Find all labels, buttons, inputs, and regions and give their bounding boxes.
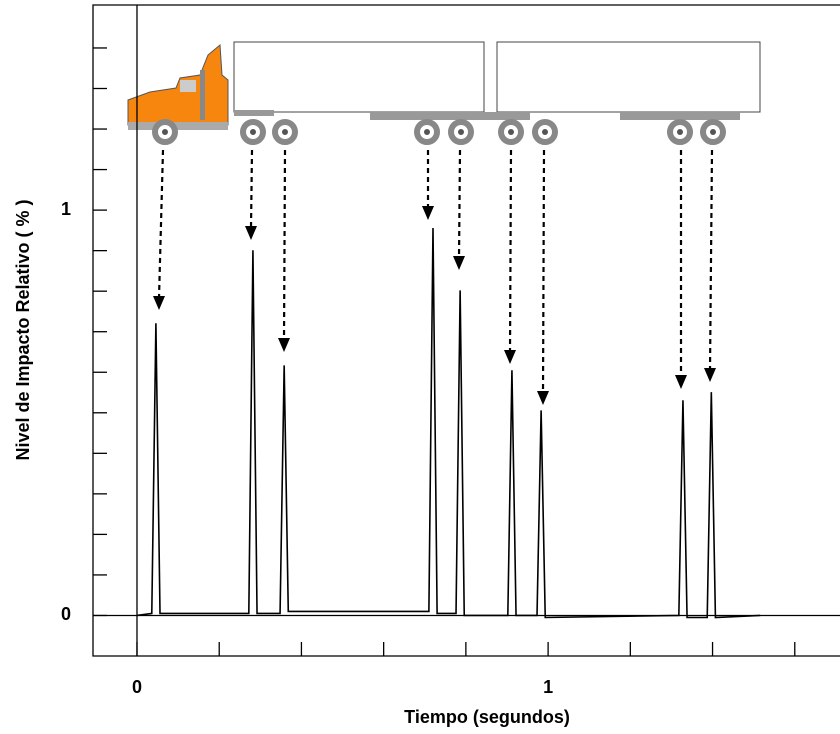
truck-illustration (127, 41, 761, 145)
wheel-arrows (153, 149, 716, 405)
signal-line (136, 227, 761, 619)
x-axis-label: Tiempo (segundos) (404, 707, 570, 727)
x-tick-label: 1 (543, 677, 553, 697)
y-tick-label: 1 (61, 199, 71, 219)
x-tick-label: 0 (132, 677, 142, 697)
y-axis-label: Nivel de Impacto Relativo ( % ) (13, 199, 33, 460)
y-tick-label: 0 (61, 604, 71, 624)
